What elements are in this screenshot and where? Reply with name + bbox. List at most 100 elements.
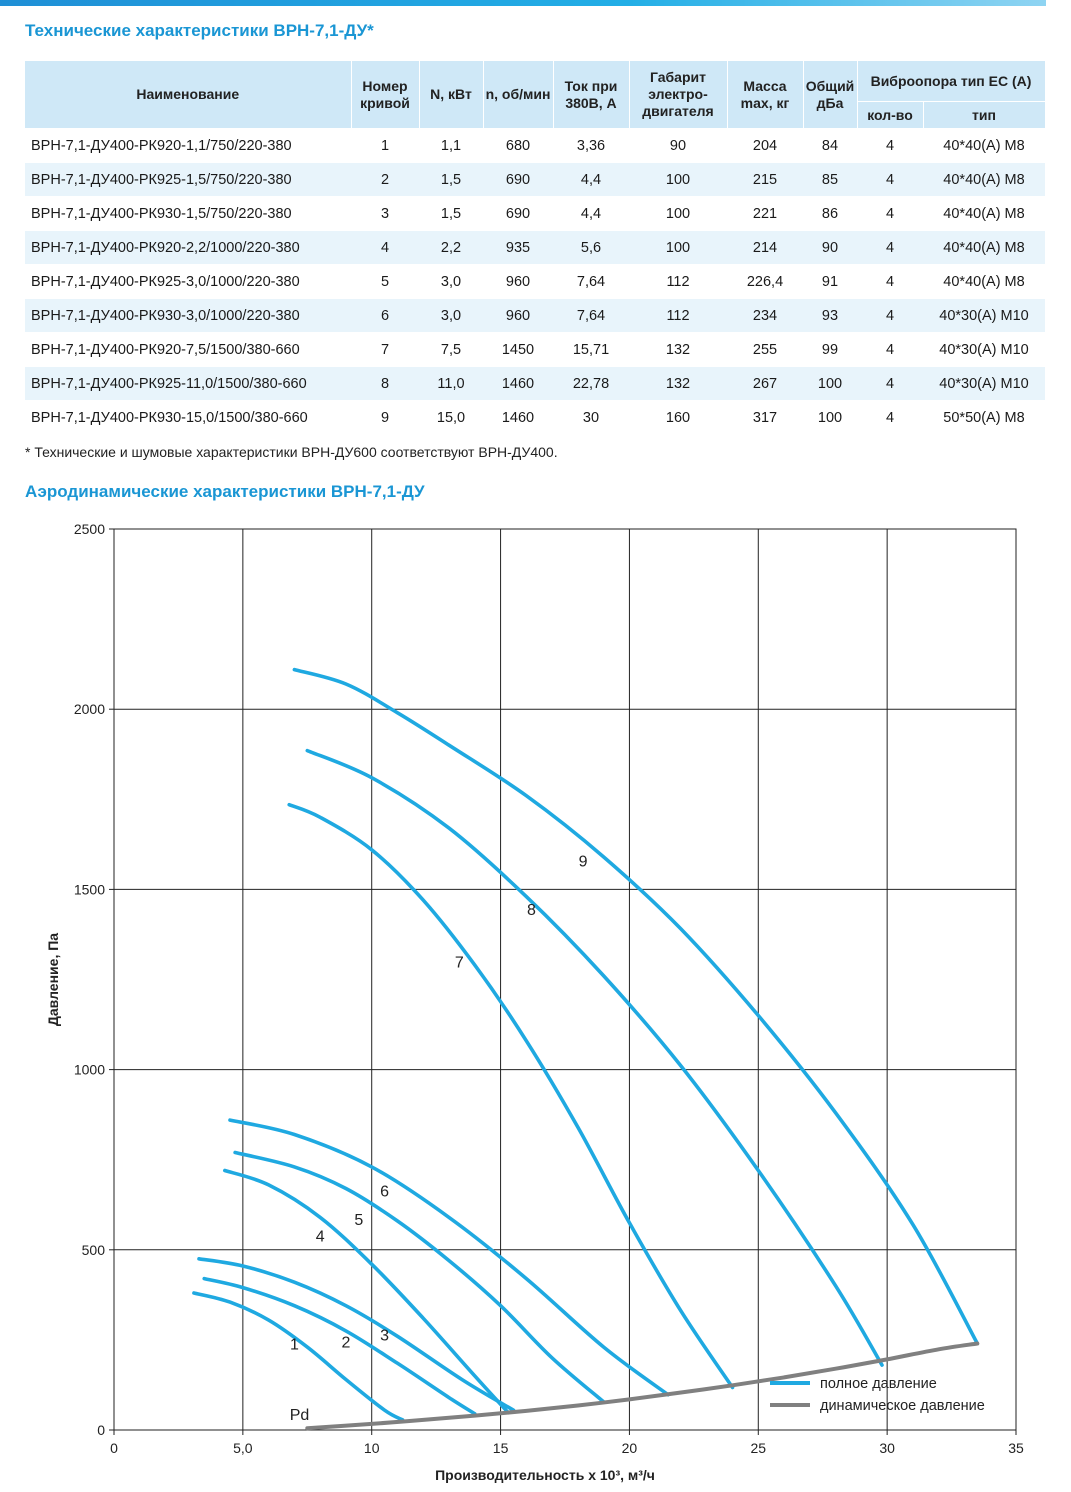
cell-power: 1,5 — [419, 196, 483, 231]
cell-current: 3,36 — [553, 128, 629, 163]
cell-name: ВРН-7,1-ДУ400-РК925-1,5/750/220-380 — [25, 162, 351, 197]
cell-curve: 5 — [351, 264, 419, 299]
cell-current: 5,6 — [553, 230, 629, 265]
header-mass: Масса max, кг — [727, 61, 804, 129]
table-row: ВРН-7,1-ДУ400-РК920-2,2/1000/220-380 4 2,2… — [25, 230, 1045, 265]
cell-curve: 9 — [351, 400, 419, 435]
curve-label-9: 9 — [579, 854, 588, 871]
curve-label-3: 3 — [380, 1327, 389, 1344]
series-line-1 — [192, 1291, 405, 1422]
y-tick-label: 0 — [97, 1422, 105, 1438]
header-vibro-qty: кол-во — [857, 101, 924, 129]
cell-rpm: 1460 — [483, 400, 553, 435]
series-line-9 — [292, 667, 980, 1346]
spec-table: Наименование Номер кривой N, кВт n, об/м… — [25, 61, 1046, 435]
cell-name: ВРН-7,1-ДУ400-РК930-3,0/1000/220-380 — [25, 298, 351, 333]
curve-label-8: 8 — [527, 902, 536, 919]
cell-mass: 226,4 — [727, 264, 803, 299]
curve-label-2: 2 — [341, 1335, 350, 1352]
x-axis-label: Производительность х 10³, м³/ч — [435, 1467, 655, 1483]
y-tick-label: 500 — [82, 1242, 106, 1258]
cell-vibro-qty: 4 — [857, 332, 923, 367]
cell-power: 7,5 — [419, 332, 483, 367]
cell-current: 15,71 — [553, 332, 629, 367]
table-title: Технические характеристики ВРН-7,1-ДУ* — [25, 21, 374, 40]
y-tick-label: 2000 — [74, 701, 105, 717]
cell-noise: 86 — [803, 196, 857, 231]
x-tick-label: 35 — [1008, 1440, 1024, 1456]
cell-curve: 7 — [351, 332, 419, 367]
series-line-5 — [233, 1150, 606, 1404]
table-row: ВРН-7,1-ДУ400-РК925-1,5/750/220-380 2 1,5 6… — [25, 162, 1045, 197]
cell-power: 2,2 — [419, 230, 483, 265]
cell-frame: 90 — [629, 128, 727, 163]
cell-power: 3,0 — [419, 298, 483, 333]
curve-label-5: 5 — [354, 1212, 363, 1229]
cell-mass: 267 — [727, 366, 803, 401]
cell-vibro-qty: 4 — [857, 298, 923, 333]
x-tick-label: 20 — [622, 1440, 638, 1456]
cell-power: 3,0 — [419, 264, 483, 299]
cell-rpm: 960 — [483, 298, 553, 333]
cell-mass: 234 — [727, 298, 803, 333]
curve-label-pd: Pd — [290, 1407, 310, 1424]
header-current: Ток при 380В, А — [553, 61, 630, 129]
cell-current: 30 — [553, 400, 629, 435]
series-line-2 — [202, 1276, 477, 1416]
cell-name: ВРН-7,1-ДУ400-РК920-1,1/750/220-380 — [25, 128, 351, 163]
header-rpm: n, об/мин — [483, 61, 554, 129]
cell-noise: 99 — [803, 332, 857, 367]
cell-name: ВРН-7,1-ДУ400-РК920-2,2/1000/220-380 — [25, 230, 351, 265]
cell-vibro-qty: 4 — [857, 162, 923, 197]
cell-frame: 112 — [629, 298, 727, 333]
footnote: * Технические и шумовые характеристики В… — [25, 444, 558, 460]
cell-vibro-qty: 4 — [857, 366, 923, 401]
y-tick-label: 1000 — [74, 1062, 105, 1078]
cell-curve: 1 — [351, 128, 419, 163]
cell-vibro-type: 40*40(А) М8 — [923, 264, 1045, 299]
cell-frame: 100 — [629, 162, 727, 197]
cell-power: 1,5 — [419, 162, 483, 197]
x-tick-label: 5,0 — [233, 1440, 253, 1456]
header-vibro-type: тип — [923, 101, 1046, 129]
cell-rpm: 1450 — [483, 332, 553, 367]
table-row: ВРН-7,1-ДУ400-РК925-3,0/1000/220-380 5 3,0… — [25, 264, 1045, 299]
series-line-8 — [305, 748, 884, 1367]
cell-vibro-type: 40*40(А) М8 — [923, 128, 1045, 163]
cell-noise: 91 — [803, 264, 857, 299]
series-line-3 — [197, 1257, 516, 1412]
cell-power: 1,1 — [419, 128, 483, 163]
cell-frame: 160 — [629, 400, 727, 435]
cell-noise: 90 — [803, 230, 857, 265]
cell-power: 11,0 — [419, 366, 483, 401]
cell-vibro-type: 50*50(А) М8 — [923, 400, 1045, 435]
header-name: Наименование — [25, 61, 352, 129]
cell-noise: 100 — [803, 400, 857, 435]
cell-curve: 4 — [351, 230, 419, 265]
cell-frame: 100 — [629, 196, 727, 231]
cell-rpm: 680 — [483, 128, 553, 163]
header-frame: Габарит электро-двигателя — [629, 61, 728, 129]
cell-name: ВРН-7,1-ДУ400-РК930-1,5/750/220-380 — [25, 196, 351, 231]
cell-rpm: 935 — [483, 230, 553, 265]
cell-vibro-type: 40*30(А) М10 — [923, 332, 1045, 367]
table-row: ВРН-7,1-ДУ400-РК925-11,0/1500/380-660 8 11… — [25, 366, 1045, 401]
cell-vibro-type: 40*30(А) М10 — [923, 298, 1045, 333]
x-tick-label: 30 — [879, 1440, 895, 1456]
cell-vibro-qty: 4 — [857, 128, 923, 163]
x-tick-label: 10 — [364, 1440, 380, 1456]
y-axis-label: Давление, Па — [45, 933, 61, 1026]
cell-current: 7,64 — [553, 298, 629, 333]
header-noise: Общий дБа — [803, 61, 858, 129]
x-tick-label: 0 — [110, 1440, 118, 1456]
series-line-7 — [287, 802, 735, 1390]
cell-curve: 6 — [351, 298, 419, 333]
curve-label-6: 6 — [380, 1183, 389, 1200]
top-accent-bar — [0, 0, 1046, 6]
series-line-6 — [228, 1118, 670, 1397]
header-vibro: Виброопора тип ЕС (А) — [857, 61, 1046, 102]
table-row: ВРН-7,1-ДУ400-РК920-1,1/750/220-380 1 1,1 6… — [25, 128, 1045, 163]
cell-vibro-type: 40*30(А) М10 — [923, 366, 1045, 401]
header-curve: Номер кривой — [351, 61, 420, 129]
series-line-4 — [223, 1168, 511, 1415]
